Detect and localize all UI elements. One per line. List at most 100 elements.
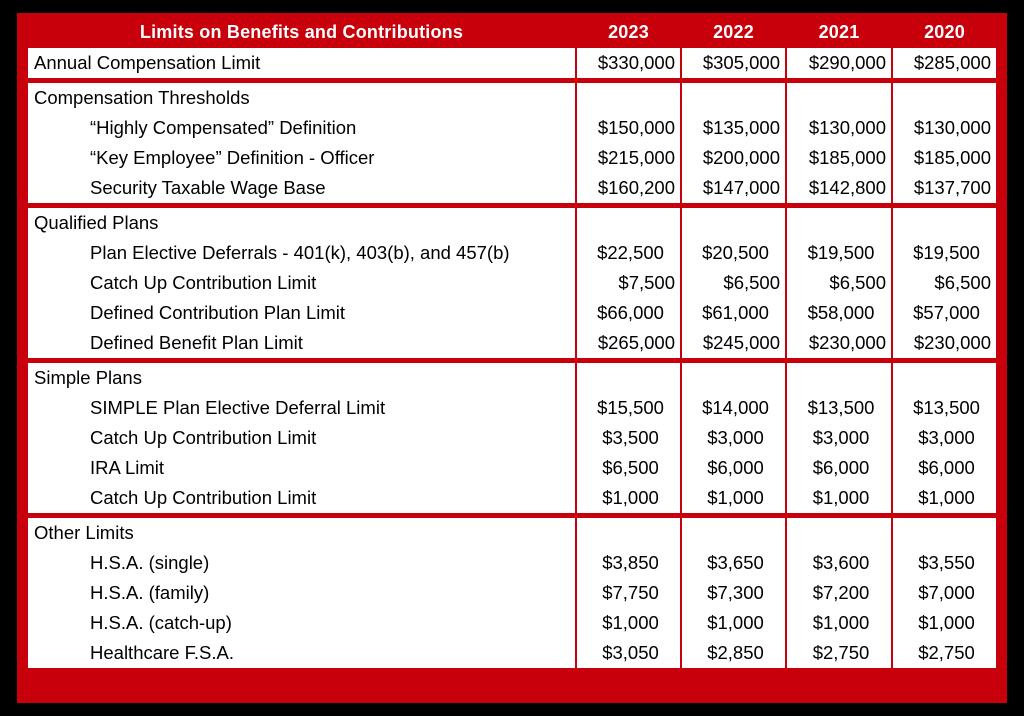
row-label: H.S.A. (catch-up) — [28, 608, 575, 638]
value-cell: $66,000 — [577, 298, 680, 328]
year-header-2023: 2023 — [608, 21, 649, 42]
value-cell: $19,500 — [893, 238, 996, 268]
value-cell: $3,850 — [577, 548, 680, 578]
empty-cell — [787, 83, 891, 113]
value-cell: $7,300 — [682, 578, 785, 608]
row-label: IRA Limit — [28, 453, 575, 483]
value-cell: $22,500 — [577, 238, 680, 268]
row-label: Catch Up Contribution Limit — [28, 268, 575, 298]
value-cell: $330,000 — [577, 48, 680, 78]
value-cell: $6,500 — [893, 268, 996, 298]
value-cell: $20,500 — [682, 238, 785, 268]
value-cell: $2,750 — [787, 638, 891, 668]
empty-cell — [682, 363, 785, 393]
value-cell: $142,800 — [787, 173, 891, 203]
value-cell: $1,000 — [577, 483, 680, 513]
value-cell: $305,000 — [682, 48, 785, 78]
row-label: Annual Compensation Limit — [28, 48, 575, 78]
value-cell: $3,600 — [787, 548, 891, 578]
value-cell: $7,000 — [893, 578, 996, 608]
value-cell: $19,500 — [787, 238, 891, 268]
value-cell: $58,000 — [787, 298, 891, 328]
empty-cell — [893, 518, 996, 548]
row-label: H.S.A. (family) — [28, 578, 575, 608]
value-cell: $147,000 — [682, 173, 785, 203]
value-cell: $7,200 — [787, 578, 891, 608]
row-label: Defined Benefit Plan Limit — [28, 328, 575, 358]
value-cell: $7,750 — [577, 578, 680, 608]
value-cell: $130,000 — [787, 113, 891, 143]
value-cell: $135,000 — [682, 113, 785, 143]
row-label: Defined Contribution Plan Limit — [28, 298, 575, 328]
row-label: SIMPLE Plan Elective Deferral Limit — [28, 393, 575, 423]
row-label: Healthcare F.S.A. — [28, 638, 575, 668]
value-cell: $290,000 — [787, 48, 891, 78]
section-title: Simple Plans — [28, 363, 575, 393]
value-cell: $6,500 — [682, 268, 785, 298]
value-cell: $3,000 — [682, 423, 785, 453]
value-cell: $1,000 — [787, 608, 891, 638]
empty-cell — [787, 518, 891, 548]
value-cell: $245,000 — [682, 328, 785, 358]
value-cell: $1,000 — [893, 483, 996, 513]
empty-cell — [577, 83, 680, 113]
value-cell: $6,000 — [787, 453, 891, 483]
value-cell: $6,500 — [577, 453, 680, 483]
section-title: Compensation Thresholds — [28, 83, 575, 113]
empty-cell — [787, 208, 891, 238]
section-title: Qualified Plans — [28, 208, 575, 238]
row-label: Security Taxable Wage Base — [28, 173, 575, 203]
value-cell: $1,000 — [787, 483, 891, 513]
value-cell: $230,000 — [893, 328, 996, 358]
value-cell: $1,000 — [682, 608, 785, 638]
table-title: Limits on Benefits and Contributions — [139, 21, 464, 42]
row-label: “Highly Compensated” Definition — [28, 113, 575, 143]
value-cell: $265,000 — [577, 328, 680, 358]
row-label: Catch Up Contribution Limit — [28, 423, 575, 453]
empty-cell — [577, 518, 680, 548]
row-label: “Key Employee” Definition - Officer — [28, 143, 575, 173]
empty-cell — [893, 208, 996, 238]
empty-cell — [577, 208, 680, 238]
value-cell: $200,000 — [682, 143, 785, 173]
value-cell: $3,000 — [893, 423, 996, 453]
row-label: Catch Up Contribution Limit — [28, 483, 575, 513]
row-label: H.S.A. (single) — [28, 548, 575, 578]
year-header-2020: 2020 — [924, 21, 965, 42]
value-cell: $1,000 — [577, 608, 680, 638]
value-cell: $13,500 — [787, 393, 891, 423]
empty-cell — [893, 83, 996, 113]
empty-cell — [682, 518, 785, 548]
value-cell: $6,500 — [787, 268, 891, 298]
value-cell: $160,200 — [577, 173, 680, 203]
value-cell: $14,000 — [682, 393, 785, 423]
value-cell: $57,000 — [893, 298, 996, 328]
empty-cell — [893, 363, 996, 393]
value-cell: $3,050 — [577, 638, 680, 668]
value-cell: $15,500 — [577, 393, 680, 423]
value-cell: $3,500 — [577, 423, 680, 453]
value-cell: $6,000 — [893, 453, 996, 483]
value-cell: $3,650 — [682, 548, 785, 578]
value-cell: $285,000 — [893, 48, 996, 78]
value-cell: $7,500 — [577, 268, 680, 298]
empty-cell — [787, 363, 891, 393]
value-cell: $2,850 — [682, 638, 785, 668]
value-cell: $13,500 — [893, 393, 996, 423]
value-cell: $230,000 — [787, 328, 891, 358]
value-cell: $6,000 — [682, 453, 785, 483]
empty-cell — [682, 208, 785, 238]
value-cell: $3,000 — [787, 423, 891, 453]
value-cell: $2,750 — [893, 638, 996, 668]
value-cell: $61,000 — [682, 298, 785, 328]
value-cell: $185,000 — [893, 143, 996, 173]
limits-table: Limits on Benefits and Contributions 202… — [28, 18, 996, 668]
value-cell: $150,000 — [577, 113, 680, 143]
year-header-2021: 2021 — [818, 21, 860, 42]
value-cell: $137,700 — [893, 173, 996, 203]
value-cell: $215,000 — [577, 143, 680, 173]
year-header-2022: 2022 — [713, 21, 754, 42]
value-cell: $1,000 — [893, 608, 996, 638]
row-label: Plan Elective Deferrals - 401(k), 403(b)… — [28, 238, 575, 268]
section-title: Other Limits — [28, 518, 575, 548]
